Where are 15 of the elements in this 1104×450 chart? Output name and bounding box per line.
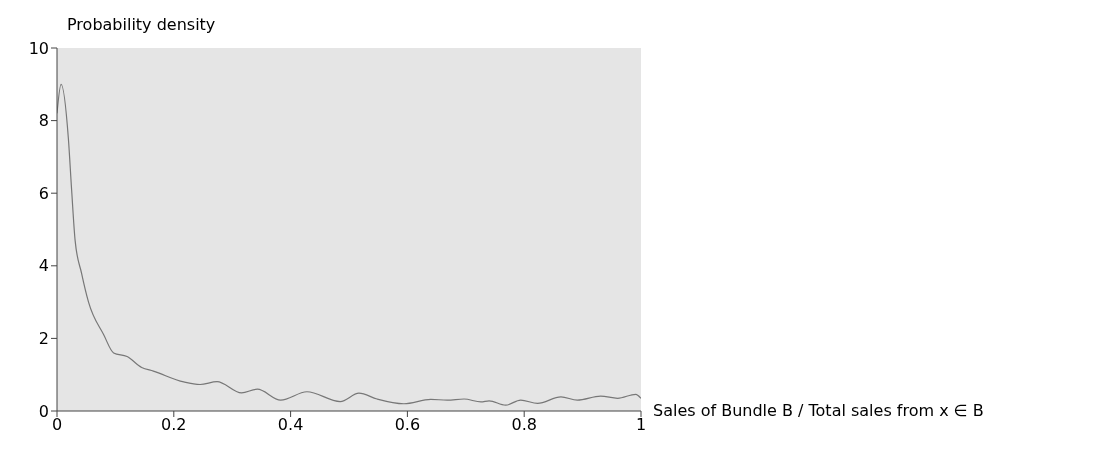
y-tick-label: 10	[28, 38, 49, 58]
y-tick-label: 2	[38, 329, 49, 349]
x-tick-label: 0	[51, 415, 63, 435]
y-tick-label: 4	[38, 256, 49, 276]
x-tick-label: 0.6	[394, 415, 421, 435]
y-tick-label: 0	[38, 401, 49, 421]
x-tick-label: 0.2	[161, 415, 187, 435]
x-tick-label: 0.4	[277, 415, 304, 435]
y-tick-label: 6	[38, 183, 49, 203]
x-tick-label: 1	[635, 415, 647, 435]
x-tick-label: 0.8	[511, 415, 537, 435]
x-axis-title: Sales of Bundle B / Total sales from x ∈ B	[653, 401, 984, 420]
line-series	[57, 83, 641, 406]
y-tick-label: 8	[38, 111, 49, 131]
y-axis-title: Probability density	[67, 15, 216, 34]
